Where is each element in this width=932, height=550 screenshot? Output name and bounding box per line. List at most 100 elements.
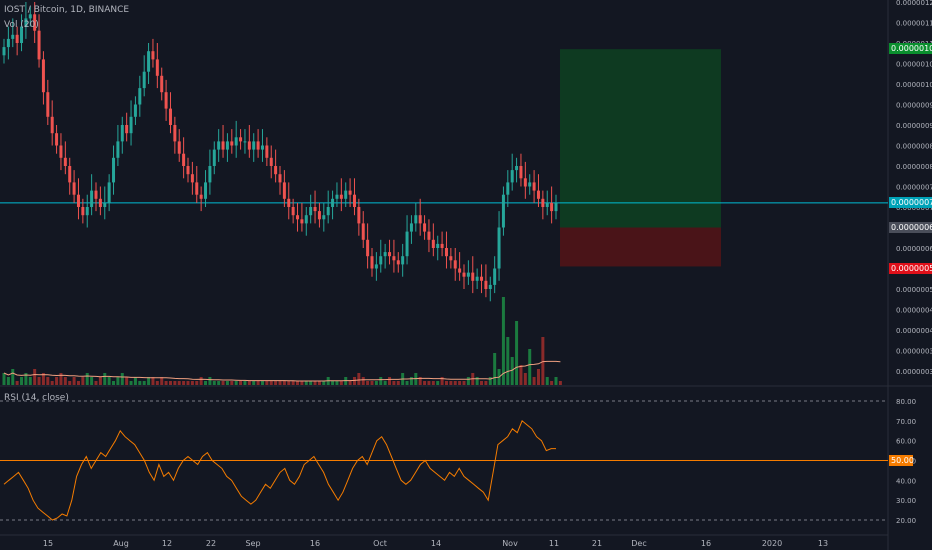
candle-body — [554, 202, 558, 212]
candle-body — [212, 149, 216, 166]
volume-bar — [462, 381, 466, 385]
symbol-title: IOST / Bitcoin, 1D, BINANCE — [4, 5, 130, 15]
price-axis-label: 0.00000095 — [896, 102, 932, 110]
candle-body — [63, 157, 67, 166]
volume-bar — [129, 381, 133, 385]
volume-bar — [239, 381, 243, 385]
candle-body — [230, 141, 234, 146]
volume-bar — [59, 373, 63, 385]
candle-body — [256, 141, 260, 150]
candle-body — [120, 125, 124, 142]
candle-body — [536, 190, 540, 199]
volume-bar — [331, 381, 335, 385]
candle-body — [234, 137, 238, 146]
candle-body — [414, 215, 418, 224]
volume-bar — [528, 349, 532, 385]
volume-bar — [282, 381, 286, 385]
volume-bar — [423, 381, 427, 385]
volume-bar — [28, 377, 32, 385]
candle-body — [296, 215, 300, 220]
candle-body — [335, 194, 339, 199]
candle-body — [269, 157, 273, 166]
price-axis-label: 0.00000085 — [896, 143, 932, 151]
volume-bar — [418, 377, 422, 385]
candle-body — [90, 190, 94, 207]
volume-bar — [339, 381, 343, 385]
candle-body — [480, 276, 484, 281]
volume-bar — [81, 377, 85, 385]
candle-body — [147, 51, 151, 72]
candle-body — [190, 174, 194, 183]
volume-bar — [217, 381, 221, 385]
candle-body — [519, 166, 523, 179]
candle-body — [304, 215, 308, 224]
date-axis-label: 16 — [310, 539, 320, 548]
candle-body — [545, 202, 549, 207]
candle-body — [392, 256, 396, 261]
candle-body — [199, 194, 203, 199]
volume-bar — [6, 377, 10, 385]
candle-body — [379, 256, 383, 265]
candle-body — [116, 141, 120, 158]
date-axis-label: 22 — [206, 539, 216, 548]
candle-body — [523, 178, 527, 187]
volume-bar — [63, 377, 67, 385]
candle-body — [50, 116, 54, 134]
volume-bar — [195, 381, 199, 385]
volume-bar — [405, 381, 409, 385]
date-axis-label: Aug — [113, 539, 129, 548]
candle-body — [37, 30, 41, 60]
volume-bar — [370, 381, 374, 385]
volume-bar — [274, 381, 278, 385]
volume-bar — [177, 381, 181, 385]
candle-body — [94, 190, 98, 199]
volume-bar — [374, 381, 378, 385]
date-axis-label: 2020 — [762, 539, 782, 548]
date-axis-label: 16 — [701, 539, 711, 548]
volume-bar — [186, 381, 190, 385]
candle-body — [15, 34, 19, 43]
candle-body — [458, 268, 462, 273]
volume-bar — [379, 377, 383, 385]
rsi-axis-label: 30.00 — [896, 497, 916, 505]
volume-bar — [453, 381, 457, 385]
candle-body — [497, 227, 501, 269]
date-axis-label: Dec — [631, 539, 646, 548]
volume-bar — [120, 373, 124, 385]
candle-body — [55, 133, 59, 146]
volume-bar — [510, 357, 514, 385]
candle-body — [24, 18, 28, 27]
candle-body — [204, 182, 208, 199]
date-axis-label: 21 — [592, 539, 602, 548]
rsi-label: RSI (14, close) — [4, 393, 69, 403]
rsi-axis-label: 20.00 — [896, 517, 916, 525]
candle-body — [388, 252, 392, 257]
volume-bar — [116, 377, 120, 385]
volume-bar — [94, 381, 98, 385]
candle-body — [405, 231, 409, 257]
date-axis-label: 13 — [818, 539, 828, 548]
candle-body — [436, 243, 440, 248]
price-axis-label: 0.00000035 — [896, 348, 932, 356]
volume-bar — [199, 377, 203, 385]
volume-bar — [558, 381, 562, 385]
candle-body — [129, 116, 133, 134]
candle-body — [182, 153, 186, 166]
candle-body — [85, 207, 89, 216]
candle-body — [177, 141, 181, 154]
candle-body — [195, 182, 199, 195]
current-price-tag: 0.00000071 — [889, 197, 932, 208]
volume-bar — [160, 377, 164, 385]
volume-bar — [309, 381, 313, 385]
volume-bar — [317, 381, 321, 385]
volume-bar — [208, 377, 212, 385]
volume-bar — [352, 377, 356, 385]
volume-bar — [85, 373, 89, 385]
volume-bar — [322, 381, 326, 385]
candle-body — [243, 141, 247, 143]
